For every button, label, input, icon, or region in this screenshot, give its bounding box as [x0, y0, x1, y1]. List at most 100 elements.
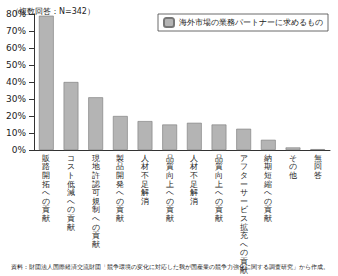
svg-text:資料：財団法人国際経済交流財団「競争環境の変化に対応した我が: 資料：財団法人国際経済交流財団「競争環境の変化に対応した我が国産業の競争力強化に… — [11, 263, 329, 271]
svg-text:期: 期 — [264, 162, 273, 172]
svg-text:へ: へ — [165, 188, 174, 198]
svg-text:解: 解 — [190, 188, 199, 198]
svg-text:質: 質 — [165, 162, 174, 172]
svg-text:規: 規 — [91, 196, 100, 206]
svg-text:開: 開 — [116, 171, 125, 180]
svg-text:回: 回 — [313, 162, 322, 172]
svg-text:へ: へ — [264, 188, 273, 198]
svg-text:材: 材 — [141, 162, 149, 172]
svg-text:（複数回答：N=342）: （複数回答：N=342） — [11, 7, 95, 16]
svg-text:足: 足 — [190, 179, 199, 189]
svg-text:無: 無 — [313, 153, 322, 163]
svg-text:70%: 70% — [6, 26, 26, 36]
svg-text:の: の — [239, 248, 248, 258]
svg-text:ア: ア — [239, 153, 248, 163]
svg-text:貢: 貢 — [91, 231, 100, 241]
svg-text:貢: 貢 — [264, 205, 273, 215]
svg-text:貢: 貢 — [42, 205, 51, 215]
svg-text:貢: 貢 — [116, 205, 125, 215]
svg-text:品: 品 — [116, 162, 125, 172]
svg-text:献: 献 — [264, 214, 272, 223]
svg-text:へ: へ — [91, 214, 100, 223]
svg-text:制: 制 — [91, 205, 100, 215]
svg-text:50%: 50% — [6, 60, 26, 70]
svg-text:の: の — [165, 196, 174, 206]
svg-text:製: 製 — [116, 153, 125, 163]
svg-text:海外市場の業務パートナーに求めるもの: 海外市場の業務パートナーに求めるもの — [179, 18, 323, 27]
svg-text:60%: 60% — [6, 43, 26, 53]
svg-text:献: 献 — [92, 240, 100, 249]
svg-text:縮: 縮 — [264, 179, 273, 189]
svg-text:ス: ス — [67, 162, 75, 172]
svg-text:減: 減 — [67, 188, 75, 198]
svg-text:現: 現 — [91, 153, 100, 163]
svg-text:コ: コ — [67, 153, 75, 163]
svg-text:0%: 0% — [12, 145, 27, 155]
svg-text:拓: 拓 — [42, 179, 51, 189]
svg-text:発: 発 — [116, 179, 125, 189]
svg-text:10%: 10% — [6, 128, 26, 138]
svg-text:へ: へ — [42, 188, 51, 198]
svg-text:の: の — [42, 196, 51, 206]
svg-text:献: 献 — [215, 214, 223, 223]
svg-text:の: の — [116, 196, 125, 206]
svg-text:サ: サ — [239, 188, 248, 198]
svg-text:へ: へ — [215, 188, 223, 198]
svg-text:貢: 貢 — [165, 205, 174, 215]
svg-text:へ: へ — [239, 239, 248, 249]
svg-text:拡: 拡 — [239, 222, 248, 232]
svg-text:向: 向 — [165, 171, 174, 180]
svg-text:の: の — [264, 196, 273, 206]
svg-text:20%: 20% — [6, 111, 26, 121]
svg-text:品: 品 — [165, 153, 174, 163]
svg-text:上: 上 — [165, 179, 174, 189]
svg-text:質: 質 — [215, 162, 223, 172]
svg-text:ビ: ビ — [239, 205, 248, 215]
svg-text:の: の — [67, 205, 75, 215]
svg-text:ス: ス — [239, 214, 248, 223]
svg-text:向: 向 — [215, 171, 223, 180]
svg-text:献: 献 — [116, 214, 124, 223]
svg-text:販: 販 — [42, 153, 51, 163]
svg-text:献: 献 — [239, 265, 248, 275]
svg-text:答: 答 — [314, 171, 322, 180]
svg-text:40%: 40% — [6, 77, 26, 87]
svg-text:上: 上 — [215, 179, 223, 189]
svg-text:人: 人 — [141, 153, 149, 163]
svg-text:ー: ー — [239, 179, 248, 189]
svg-text:消: 消 — [141, 197, 149, 206]
svg-text:消: 消 — [190, 197, 198, 206]
svg-text:他: 他 — [289, 171, 297, 180]
svg-text:の: の — [91, 222, 100, 232]
svg-text:ト: ト — [67, 171, 75, 180]
svg-text:献: 献 — [42, 214, 50, 223]
svg-text:足: 足 — [141, 179, 149, 189]
svg-text:献: 献 — [166, 214, 174, 223]
svg-text:貢: 貢 — [239, 257, 248, 266]
svg-text:タ: タ — [239, 171, 248, 180]
svg-text:解: 解 — [141, 188, 149, 198]
svg-text:ー: ー — [239, 196, 248, 206]
svg-text:地: 地 — [91, 162, 100, 172]
svg-text:貢: 貢 — [67, 214, 75, 223]
svg-text:の: の — [215, 196, 223, 206]
svg-text:人: 人 — [190, 153, 199, 163]
svg-text:へ: へ — [67, 196, 75, 206]
svg-text:品: 品 — [215, 153, 223, 163]
svg-text:開: 開 — [42, 171, 51, 180]
svg-text:短: 短 — [264, 171, 273, 180]
svg-text:フ: フ — [239, 162, 248, 172]
svg-text:不: 不 — [190, 171, 199, 180]
svg-text:献: 献 — [67, 223, 75, 232]
svg-text:材: 材 — [190, 162, 199, 172]
svg-text:不: 不 — [141, 171, 149, 180]
svg-text:納: 納 — [264, 153, 273, 163]
svg-text:へ: へ — [116, 188, 125, 198]
svg-text:認: 認 — [91, 179, 100, 189]
svg-text:可: 可 — [91, 188, 100, 198]
svg-text:許: 許 — [91, 171, 100, 180]
svg-text:路: 路 — [42, 162, 51, 172]
svg-text:低: 低 — [67, 179, 75, 189]
svg-text:充: 充 — [239, 231, 248, 241]
svg-text:30%: 30% — [6, 94, 26, 104]
